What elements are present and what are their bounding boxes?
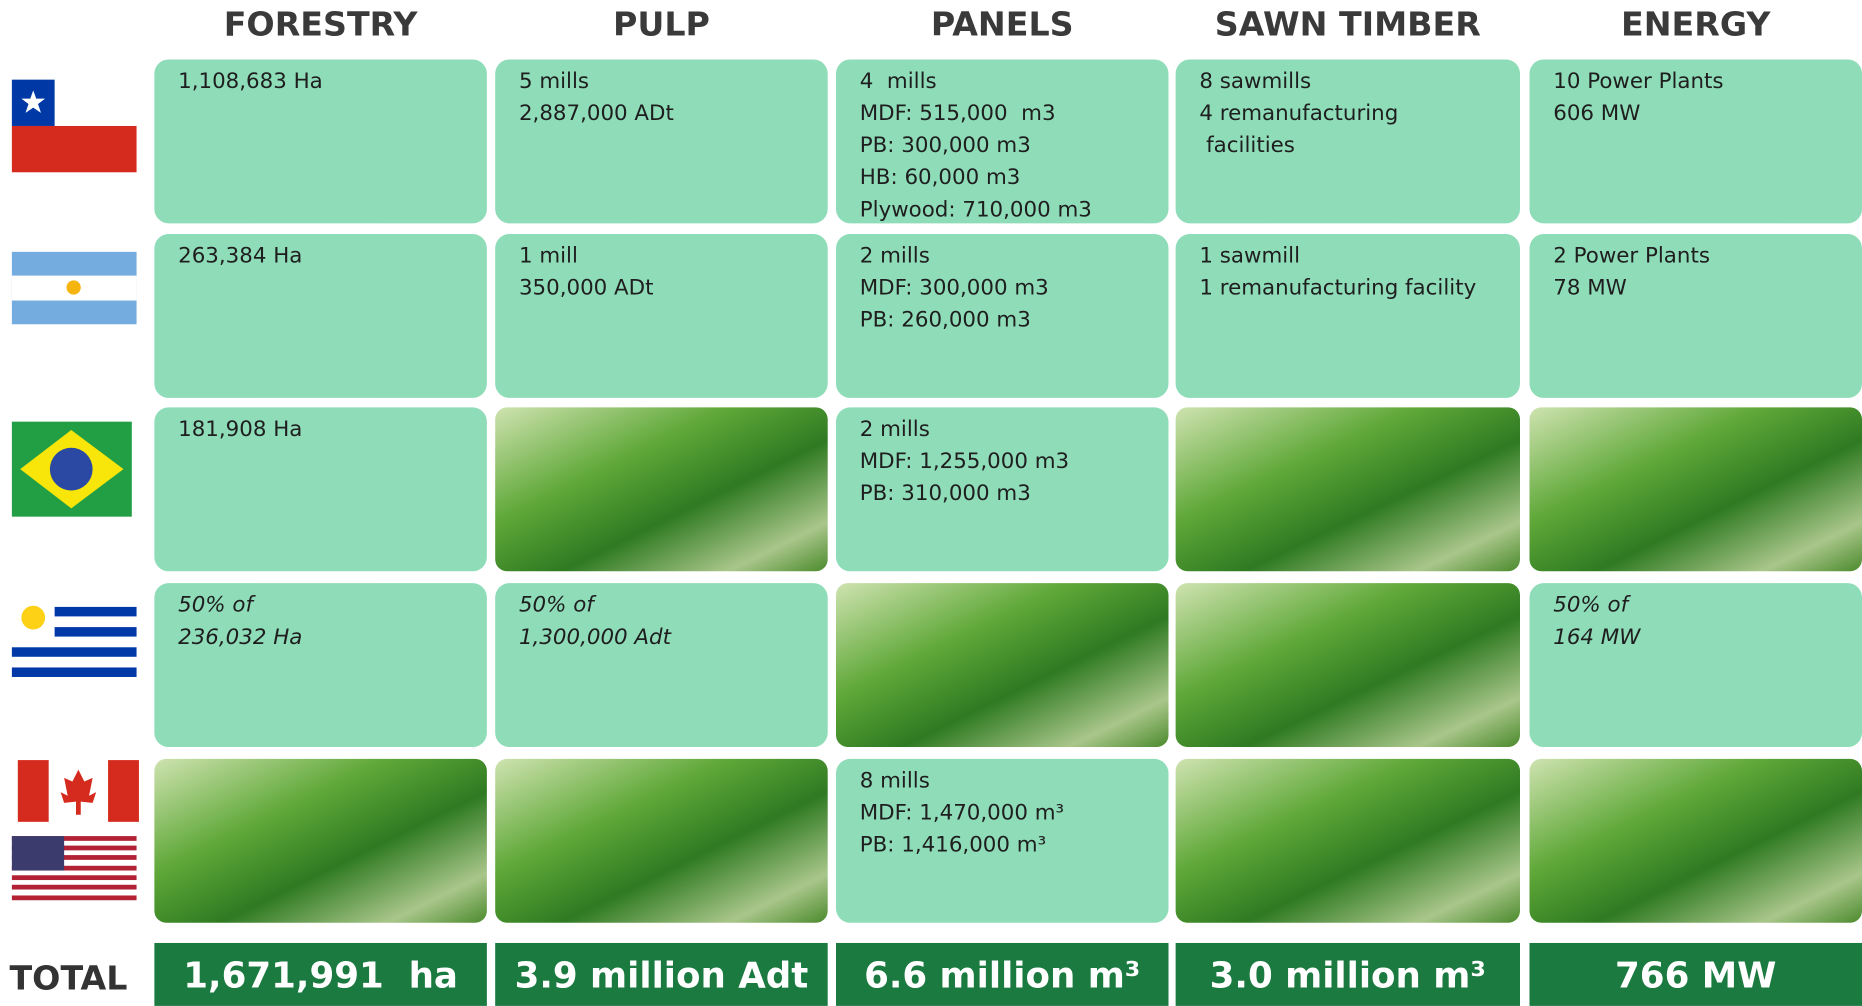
cell-line: HB: 60,000 m3 [860, 165, 1021, 190]
cell-line: 164 MW [1553, 625, 1641, 650]
cell [495, 59, 828, 224]
cell-line: 8 sawmills [1199, 69, 1311, 94]
cell-line: 1 sawmill [1199, 244, 1300, 269]
cell [495, 234, 828, 398]
column-header: ENERGY [1621, 5, 1771, 44]
cell [495, 583, 828, 748]
cell-line: PB: 260,000 m3 [860, 308, 1031, 333]
cell-line: 1,300,000 Adt [519, 625, 673, 650]
cell-line: 236,032 Ha [178, 625, 302, 650]
cell-line: 4 mills [860, 69, 937, 94]
cell-line: 350,000 ADt [519, 276, 654, 301]
cell-line: 606 MW [1553, 101, 1640, 126]
photo [1529, 407, 1862, 572]
cell-line: Plywood: 710,000 m3 [860, 197, 1092, 222]
cell [1175, 59, 1520, 224]
cell-line: 1,108,683 Ha [178, 69, 323, 94]
total-value: 3.0 million m³ [1210, 955, 1486, 996]
cell-line: 5 mills [519, 69, 589, 94]
cell-line: PB: 310,000 m3 [860, 481, 1031, 506]
cell-line: 2,887,000 ADt [519, 101, 674, 126]
cell [836, 59, 1169, 224]
cell [154, 407, 487, 572]
column-header: PANELS [931, 5, 1074, 44]
cell-line: PB: 300,000 m3 [860, 133, 1031, 158]
total-box [154, 942, 487, 1006]
total-label: TOTAL [10, 958, 128, 997]
cell [1175, 234, 1520, 398]
photo [154, 758, 487, 923]
cell-line: MDF: 1,255,000 m3 [860, 449, 1069, 474]
total-value: 6.6 million m³ [864, 955, 1140, 996]
total-box [1175, 942, 1520, 1006]
total-box [1529, 942, 1862, 1006]
cell-line: 181,908 Ha [178, 417, 302, 442]
flag-brazil [11, 421, 132, 517]
cell-line: 50% of [1553, 593, 1631, 618]
cell-line: 2 mills [860, 244, 930, 269]
total-value: 766 MW [1615, 955, 1776, 996]
column-header: FORESTRY [224, 5, 419, 44]
photo [1175, 583, 1520, 748]
cell-line: 50% of [519, 593, 597, 618]
photo [495, 407, 828, 572]
photo [495, 758, 828, 923]
cell [836, 758, 1169, 923]
cell-line: facilities [1199, 133, 1295, 158]
cell [1529, 59, 1862, 224]
total-box [836, 942, 1169, 1006]
flag-canada [17, 760, 139, 822]
photo [836, 583, 1169, 748]
cell [836, 407, 1169, 572]
cell-line: 78 MW [1553, 276, 1627, 301]
column-header: PULP [613, 5, 710, 44]
cell-line: PB: 1,416,000 m³ [860, 833, 1046, 858]
cell-line: MDF: 515,000 m3 [860, 101, 1056, 126]
photo [1529, 758, 1862, 923]
cell-line: 50% of [178, 593, 256, 618]
photo [1175, 407, 1520, 572]
photo [1175, 758, 1520, 923]
flag-usa [11, 836, 137, 901]
total-value: 1,671,991 ha [183, 955, 458, 996]
total-value: 3.9 million Adt [515, 955, 809, 996]
cell-line: 1 mill [519, 244, 578, 269]
cell-line: MDF: 300,000 m3 [860, 276, 1049, 301]
cell-line: 2 Power Plants [1553, 244, 1710, 269]
total-box [495, 942, 828, 1006]
flag-uruguay [11, 597, 137, 687]
cell [1529, 583, 1862, 748]
cell-line: 263,384 Ha [178, 244, 302, 269]
column-header: SAWN TIMBER [1215, 5, 1481, 44]
flag-chile [11, 79, 137, 173]
cell-line: 4 remanufacturing [1199, 101, 1398, 126]
cell-line: 1 remanufacturing facility [1199, 276, 1476, 301]
cell [154, 583, 487, 748]
cell [154, 59, 487, 224]
cell [154, 234, 487, 398]
cell-line: 8 mills [860, 768, 930, 793]
cell-line: 2 mills [860, 417, 930, 442]
cell-line: 10 Power Plants [1553, 69, 1723, 94]
cell [836, 234, 1169, 398]
cell-line: MDF: 1,470,000 m³ [860, 801, 1064, 826]
cell [1529, 234, 1862, 398]
flag-argentina [11, 251, 137, 325]
